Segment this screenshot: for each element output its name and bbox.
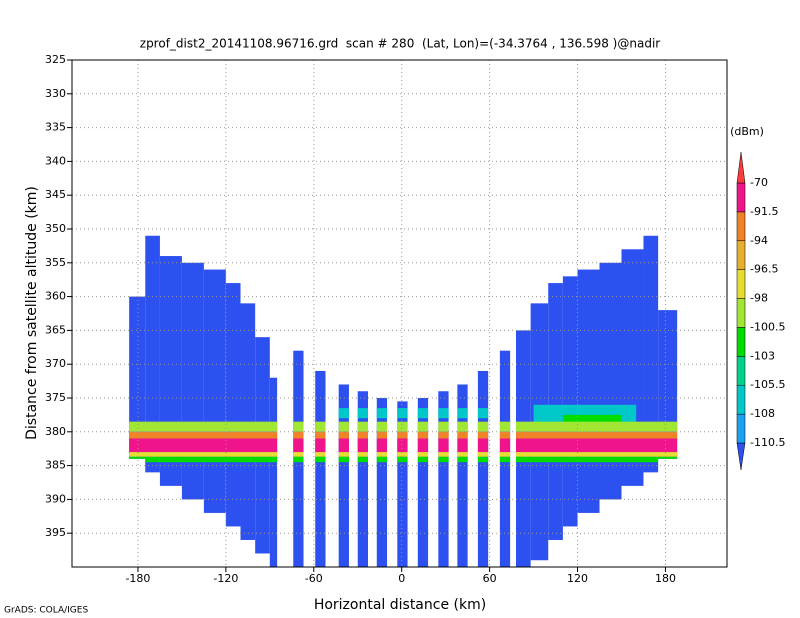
x-tick-label: -180 bbox=[125, 572, 150, 585]
colorbar-cell bbox=[736, 356, 746, 386]
cell bbox=[181, 262, 204, 500]
cell bbox=[269, 377, 278, 567]
footer: GrADS: COLA/IGES bbox=[4, 606, 88, 616]
y-tick-label: 330 bbox=[45, 87, 66, 100]
colorbar-tick-label: -103 bbox=[750, 349, 775, 362]
x-tick-label: 120 bbox=[567, 572, 588, 585]
cell bbox=[315, 370, 326, 567]
colorbar-cell bbox=[736, 442, 746, 471]
x-tick-label: 0 bbox=[398, 572, 405, 585]
y-tick-label: 375 bbox=[45, 391, 66, 404]
x-tick-label: -60 bbox=[305, 572, 323, 585]
cell bbox=[643, 235, 659, 473]
colorbar-cell bbox=[736, 211, 746, 242]
y-tick-label: 380 bbox=[45, 425, 66, 438]
cell bbox=[438, 391, 449, 567]
cell bbox=[457, 384, 468, 567]
colorbar-label: (dBm) bbox=[730, 125, 764, 138]
cell bbox=[477, 370, 489, 567]
y-tick-label: 385 bbox=[45, 459, 66, 472]
x-axis-label: Horizontal distance (km) bbox=[314, 597, 486, 613]
y-axis-label: Distance from satellite altitude (km) bbox=[24, 186, 40, 440]
colorbar-cell bbox=[736, 298, 746, 328]
colorbar-cell bbox=[736, 413, 746, 444]
colorbar-tick-label: -94 bbox=[750, 234, 768, 247]
colorbar-cell bbox=[736, 269, 746, 299]
x-tick-label: -120 bbox=[213, 572, 238, 585]
cell bbox=[129, 296, 146, 459]
cell bbox=[129, 456, 678, 463]
cell bbox=[129, 431, 678, 439]
cell bbox=[397, 401, 408, 567]
cell bbox=[376, 398, 388, 567]
y-tick-label: 340 bbox=[45, 154, 66, 167]
cell bbox=[129, 438, 678, 453]
colorbar-tick-label: -96.5 bbox=[750, 263, 778, 276]
y-tick-label: 355 bbox=[45, 256, 66, 269]
colorbar-tick-label: -110.5 bbox=[750, 436, 785, 449]
colorbar-tick-label: -98 bbox=[750, 292, 768, 305]
cell bbox=[328, 408, 490, 419]
cell bbox=[599, 262, 622, 500]
colorbar-cell bbox=[736, 327, 746, 357]
chart-title: zprof_dist2_20141108.96716.grd scan # 28… bbox=[140, 37, 661, 51]
plot-frame bbox=[71, 59, 728, 568]
cell bbox=[203, 269, 226, 513]
cell bbox=[129, 452, 678, 457]
y-tick-label: 345 bbox=[45, 188, 66, 201]
y-tick-label: 335 bbox=[45, 121, 66, 134]
colorbar-cell bbox=[736, 384, 746, 415]
cell bbox=[240, 303, 256, 540]
cell bbox=[357, 391, 368, 567]
cell bbox=[145, 235, 160, 473]
colorbar-tick-label: -100.5 bbox=[750, 320, 785, 333]
colorbar-tick-label: -70 bbox=[750, 176, 768, 189]
cell bbox=[129, 421, 678, 432]
y-tick-label: 390 bbox=[45, 492, 66, 505]
y-tick-label: 325 bbox=[45, 53, 66, 66]
cell bbox=[338, 384, 349, 567]
y-tick-label: 370 bbox=[45, 357, 66, 370]
x-tick-label: 60 bbox=[483, 572, 497, 585]
colorbar-cell bbox=[736, 240, 746, 270]
y-tick-label: 395 bbox=[45, 526, 66, 539]
cell bbox=[417, 398, 429, 567]
x-tick-label: 180 bbox=[655, 572, 676, 585]
cell bbox=[577, 269, 600, 513]
cell bbox=[225, 283, 241, 527]
y-tick-label: 360 bbox=[45, 290, 66, 303]
y-tick-label: 365 bbox=[45, 323, 66, 336]
colorbar-cell bbox=[736, 151, 746, 184]
y-tick-label: 350 bbox=[45, 222, 66, 235]
colorbar-tick-label: -108 bbox=[750, 407, 775, 420]
colorbar-tick-label: -91.5 bbox=[750, 205, 778, 218]
colorbar-cell bbox=[736, 182, 746, 213]
colorbar-tick-label: -105.5 bbox=[750, 378, 785, 391]
cell bbox=[562, 276, 578, 527]
